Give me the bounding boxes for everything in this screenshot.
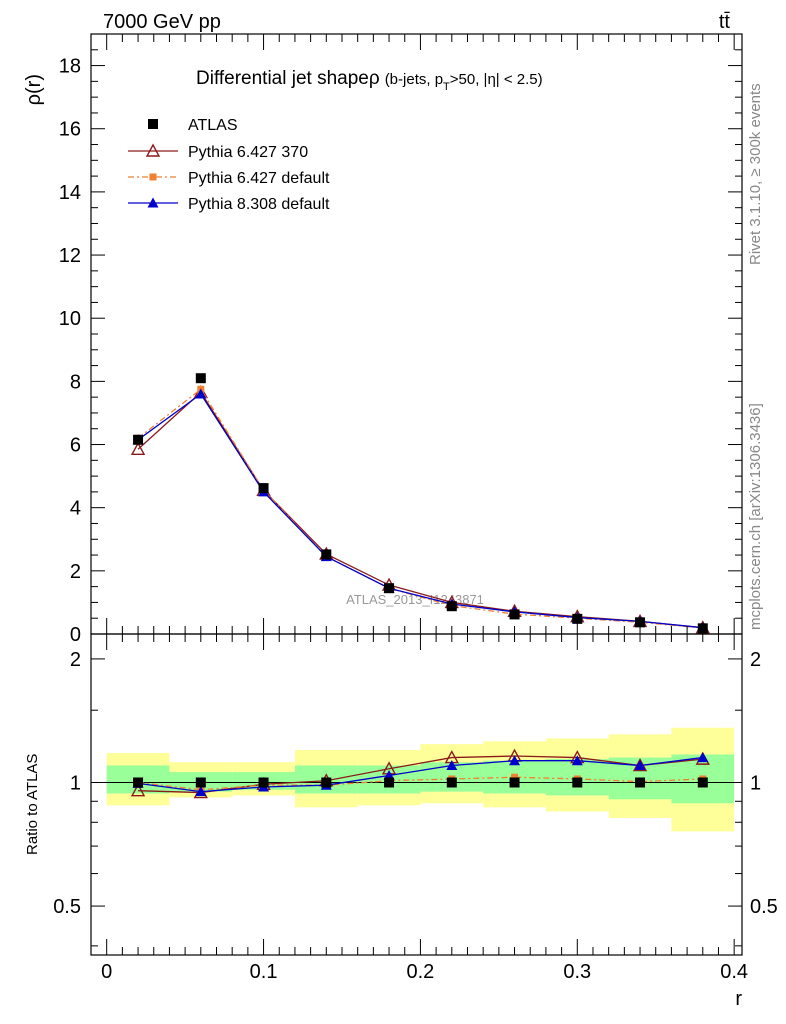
- header-energy-label: 7000 GeV pp: [103, 11, 221, 33]
- y-tick-label: 12: [59, 245, 81, 267]
- ratio-point-atlas: [446, 777, 457, 788]
- legend-label-pythia-8-308-default: Pythia 8.308 default: [188, 196, 330, 213]
- x-tick-label: 0: [101, 961, 112, 983]
- chart-title: Differential jet shapeρ (b-jets, pT>50, |…: [196, 68, 543, 93]
- rivet-version-label: Rivet 3.1.10, ≥ 300k events: [747, 83, 764, 265]
- y-tick-label: 8: [70, 371, 81, 393]
- main-line-pythia-8-308-default: [137, 393, 703, 629]
- legend-label-atlas: ATLAS: [188, 117, 238, 134]
- main-point-pythia-6-427-370: [130, 441, 146, 455]
- ratio-tick-label-right: 0.5: [750, 896, 778, 918]
- legend-marker-pythia-6-427-370: [145, 143, 161, 157]
- main-ylabel: ρ(r): [23, 74, 45, 105]
- ratio-point-atlas: [195, 777, 206, 788]
- ratio-point-atlas: [258, 777, 269, 788]
- legend-marker-atlas: [148, 119, 158, 129]
- title-sub-b: >50, |η| < 2.5): [450, 71, 543, 88]
- title-main: Differential jet shape: [196, 68, 369, 89]
- x-tick-label: 0.2: [407, 961, 435, 983]
- main-point-atlas: [195, 373, 206, 384]
- y-tick-label: 6: [70, 435, 81, 457]
- ratio-tick-label-right: 2: [750, 649, 761, 671]
- y-tick-label: 16: [59, 119, 81, 141]
- x-tick-label: 0.3: [563, 961, 591, 983]
- mcplots-source-label: mcplots.cern.ch [arXiv:1306.3436]: [747, 403, 764, 630]
- legend-label-pythia-6-427-370: Pythia 6.427 370: [188, 144, 308, 161]
- ratio-tick-label: 0.5: [53, 896, 81, 918]
- y-tick-label: 2: [70, 561, 81, 583]
- ratio-line-pythia-6-427-default: [137, 776, 703, 791]
- main-series: [130, 373, 710, 634]
- ratio-point-pythia-8-308-default: [571, 755, 583, 766]
- ratio-point-atlas: [635, 777, 646, 788]
- main-point-atlas: [509, 609, 520, 620]
- main-point-atlas: [635, 617, 646, 628]
- ratio-frame: [90, 633, 743, 956]
- ratio-point-atlas: [509, 777, 520, 788]
- ratio-point-atlas: [321, 777, 332, 788]
- legend-marker-pythia-6-427-default: [149, 173, 157, 181]
- y-tick-label: 18: [59, 56, 81, 78]
- main-point-pythia-8-308-default: [195, 388, 207, 399]
- ratio-series: [130, 748, 710, 799]
- main-point-atlas: [321, 549, 332, 560]
- ratio-point-pythia-8-308-default: [195, 786, 207, 797]
- ratio-point-pythia-6-427-default: [511, 773, 519, 781]
- title-rho: ρ: [369, 68, 380, 89]
- y-tick-label: 10: [59, 308, 81, 330]
- y-tick-label: 0: [70, 624, 81, 646]
- ratio-line-pythia-8-308-default: [137, 756, 703, 793]
- legend-label-pythia-6-427-default: Pythia 6.427 default: [188, 170, 330, 187]
- ratio-point-atlas: [697, 777, 708, 788]
- main-point-atlas: [384, 583, 395, 594]
- legend-marker-pythia-8-308-default: [147, 197, 159, 208]
- ratio-point-atlas: [572, 777, 583, 788]
- ratio-point-atlas: [384, 777, 395, 788]
- title-sub-a: (b-jets, p: [385, 71, 443, 88]
- ratio-point-atlas: [133, 777, 144, 788]
- ratio-tick-label: 1: [70, 772, 81, 794]
- ratio-point-pythia-8-308-default: [697, 752, 709, 763]
- y-tick-label: 4: [70, 498, 81, 520]
- main-line-pythia-6-427-default: [137, 388, 703, 629]
- header-process-label: tt̄: [719, 11, 731, 33]
- main-point-atlas: [133, 434, 144, 445]
- ratio-point-pythia-8-308-default: [446, 760, 458, 771]
- ratio-point-pythia-8-308-default: [634, 760, 646, 771]
- main-point-atlas: [446, 601, 457, 612]
- title-sub-T: T: [443, 81, 450, 93]
- ratio-point-pythia-6-427-370: [130, 783, 146, 797]
- ratio-line-pythia-6-427-370: [138, 755, 703, 794]
- x-tick-label: 0.4: [720, 961, 748, 983]
- ratio-tick-label-right: 1: [750, 772, 761, 794]
- legend: ATLAS Pythia 6.427 370 Pythia 6.427 defaul…: [128, 117, 330, 213]
- y-tick-label: 14: [59, 182, 81, 204]
- main-point-atlas: [258, 483, 269, 494]
- ratio-point-pythia-8-308-default: [509, 755, 521, 766]
- ratio-ylabel: Ratio to ATLAS: [24, 754, 41, 855]
- xlabel: r: [735, 988, 742, 1010]
- x-tick-label: 0.1: [250, 961, 278, 983]
- ratio-tick-label: 2: [70, 649, 81, 671]
